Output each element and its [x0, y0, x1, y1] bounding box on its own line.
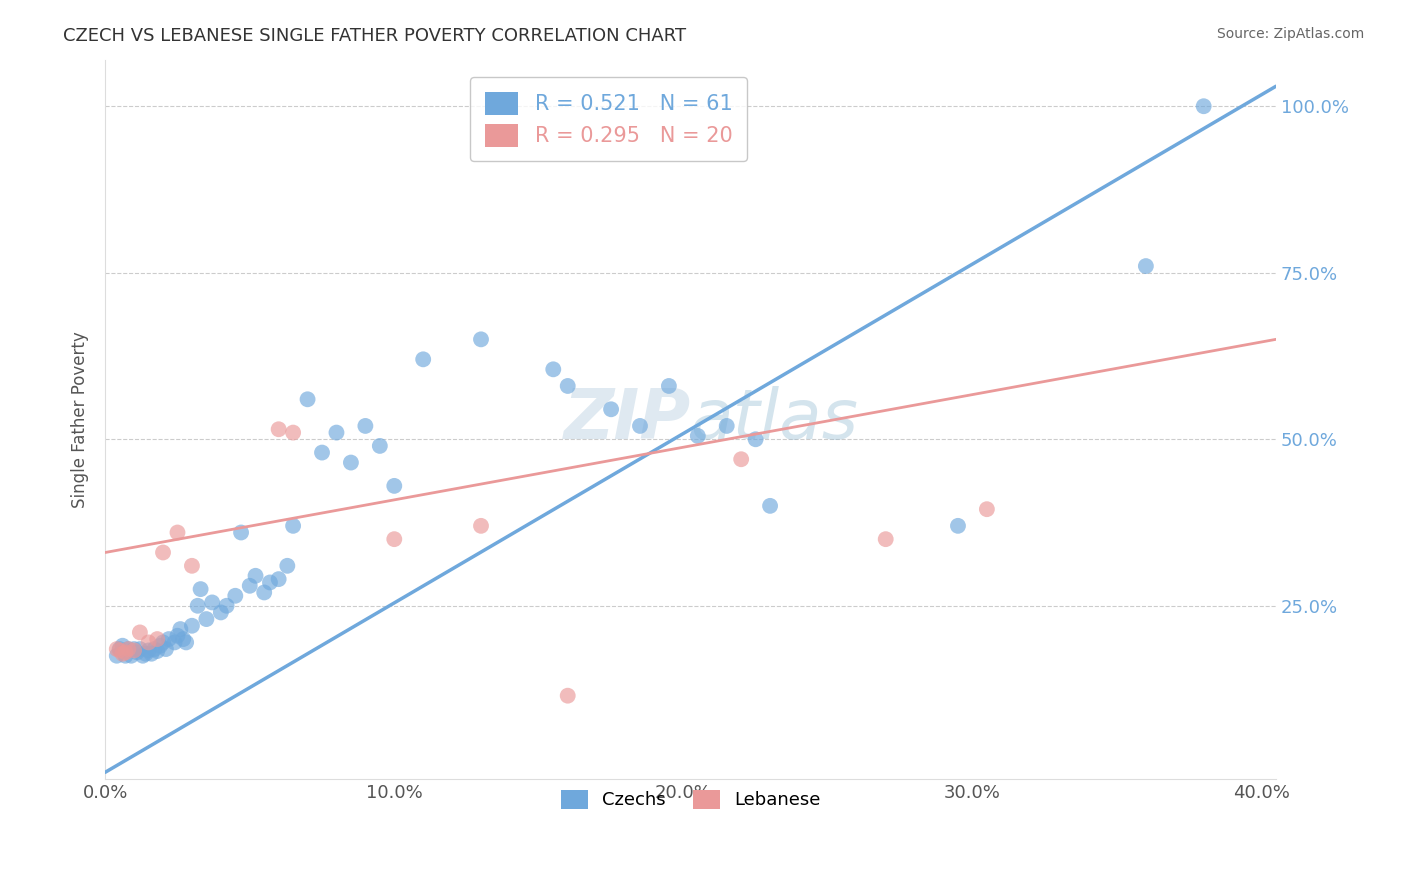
Point	[129, 642, 152, 657]
Point	[224, 589, 246, 603]
Point	[759, 499, 782, 513]
Point	[181, 619, 204, 633]
Point	[744, 432, 766, 446]
Point	[181, 558, 204, 573]
Point	[152, 635, 174, 649]
Point	[122, 643, 145, 657]
Point	[163, 635, 186, 649]
Point	[105, 642, 128, 657]
Point	[875, 532, 897, 546]
Point	[281, 425, 304, 440]
Point	[730, 452, 752, 467]
Point	[253, 585, 276, 599]
Point	[125, 645, 148, 659]
Point	[105, 648, 128, 663]
Point	[155, 642, 177, 657]
Point	[276, 558, 298, 573]
Point	[117, 642, 139, 657]
Point	[172, 632, 194, 646]
Point	[311, 445, 333, 459]
Point	[120, 648, 142, 663]
Point	[368, 439, 391, 453]
Point	[239, 579, 262, 593]
Point	[325, 425, 347, 440]
Point	[190, 582, 212, 596]
Point	[129, 625, 152, 640]
Point	[354, 419, 377, 434]
Point	[157, 632, 180, 646]
Point	[281, 519, 304, 533]
Point	[117, 642, 139, 657]
Point	[245, 569, 267, 583]
Point	[138, 643, 160, 657]
Text: ZIP: ZIP	[564, 385, 690, 453]
Point	[557, 379, 579, 393]
Point	[1192, 99, 1215, 113]
Point	[114, 648, 136, 663]
Point	[1135, 259, 1157, 273]
Point	[111, 647, 134, 661]
Y-axis label: Single Father Poverty: Single Father Poverty	[72, 331, 89, 508]
Point	[143, 642, 166, 657]
Point	[138, 635, 160, 649]
Point	[686, 429, 709, 443]
Point	[976, 502, 998, 516]
Point	[716, 419, 738, 434]
Point	[209, 606, 232, 620]
Point	[259, 575, 281, 590]
Point	[169, 622, 191, 636]
Point	[340, 456, 363, 470]
Point	[146, 632, 169, 646]
Point	[111, 639, 134, 653]
Point	[146, 644, 169, 658]
Point	[628, 419, 651, 434]
Point	[215, 599, 238, 613]
Point	[297, 392, 319, 407]
Text: atlas: atlas	[690, 385, 859, 453]
Point	[267, 422, 290, 436]
Point	[135, 647, 157, 661]
Legend: Czechs, Lebanese: Czechs, Lebanese	[554, 783, 828, 817]
Point	[946, 519, 969, 533]
Point	[600, 402, 623, 417]
Point	[470, 332, 492, 346]
Point	[470, 519, 492, 533]
Point	[108, 642, 131, 657]
Point	[174, 635, 197, 649]
Point	[229, 525, 252, 540]
Point	[141, 647, 163, 661]
Text: CZECH VS LEBANESE SINGLE FATHER POVERTY CORRELATION CHART: CZECH VS LEBANESE SINGLE FATHER POVERTY …	[63, 27, 686, 45]
Text: Source: ZipAtlas.com: Source: ZipAtlas.com	[1216, 27, 1364, 41]
Point	[382, 479, 405, 493]
Point	[557, 689, 579, 703]
Point	[166, 525, 188, 540]
Point	[132, 648, 155, 663]
Point	[201, 595, 224, 609]
Point	[108, 643, 131, 657]
Point	[166, 629, 188, 643]
Point	[152, 545, 174, 559]
Point	[382, 532, 405, 546]
Point	[195, 612, 218, 626]
Point	[543, 362, 565, 376]
Point	[658, 379, 681, 393]
Point	[267, 572, 290, 586]
Point	[114, 645, 136, 659]
Point	[187, 599, 209, 613]
Point	[412, 352, 434, 367]
Point	[122, 642, 145, 657]
Point	[149, 639, 172, 653]
